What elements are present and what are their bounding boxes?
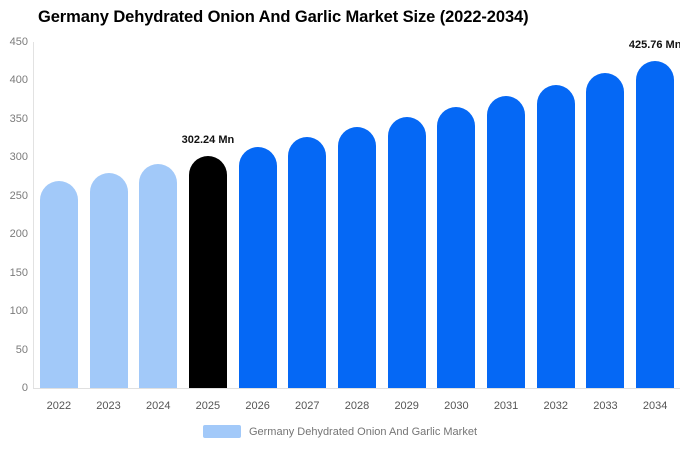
x-tick-label-2034: 2034 [642, 400, 668, 412]
bar-2031[interactable] [487, 95, 526, 388]
x-tick-label-2028: 2028 [344, 400, 370, 412]
y-tick-label-300: 300 [9, 151, 28, 164]
x-tick-label-2027: 2027 [295, 400, 320, 412]
y-tick-label-150: 150 [9, 266, 28, 279]
bar-2034[interactable] [636, 60, 675, 388]
x-tick-label-2026: 2026 [245, 400, 270, 412]
data-label-2025: 302.24 Mn [181, 133, 235, 146]
y-tick-label-450: 450 [9, 36, 28, 48]
legend-label: Germany Dehydrated Onion And Garlic Mark… [248, 425, 478, 438]
y-tick-label-200: 200 [9, 228, 28, 241]
bar-2033[interactable] [586, 72, 625, 388]
bar-2024[interactable] [139, 164, 178, 388]
bar-2028[interactable] [338, 127, 376, 388]
x-tick-label-2031: 2031 [493, 400, 519, 412]
bar-2022[interactable] [39, 180, 78, 388]
x-tick-label-2024: 2024 [145, 400, 171, 412]
bar-2025[interactable] [188, 155, 227, 388]
x-axis-line [33, 388, 680, 389]
y-tick-label-400: 400 [9, 74, 28, 87]
x-tick-label-2029: 2029 [394, 400, 419, 412]
data-label-2034: 425.76 Mn [628, 38, 680, 51]
chart-title: Germany Dehydrated Onion And Garlic Mark… [38, 8, 529, 26]
bar-2029[interactable] [387, 117, 426, 388]
y-tick-label-350: 350 [9, 112, 28, 125]
bar-2023[interactable] [89, 172, 128, 388]
legend-swatch [202, 425, 241, 438]
legend[interactable]: Germany Dehydrated Onion And Garlic Mark… [0, 425, 680, 438]
x-tick-label-2025: 2025 [195, 400, 221, 412]
x-tick-label-2030: 2030 [444, 400, 469, 412]
x-tick-label-2032: 2032 [543, 400, 568, 412]
x-tick-label-2033: 2033 [593, 400, 618, 412]
bar-2032[interactable] [536, 84, 575, 388]
bar-2030[interactable] [437, 106, 476, 388]
y-tick-label-0: 0 [21, 382, 28, 394]
y-tick-label-50: 50 [15, 343, 28, 356]
y-tick-label-250: 250 [9, 189, 28, 202]
bar-2027[interactable] [288, 137, 327, 388]
bar-2026[interactable] [238, 146, 277, 388]
y-axis-line [33, 42, 34, 389]
x-tick-label-2022: 2022 [46, 400, 72, 412]
x-tick-label-2023: 2023 [96, 400, 121, 412]
y-tick-label-100: 100 [9, 305, 28, 318]
